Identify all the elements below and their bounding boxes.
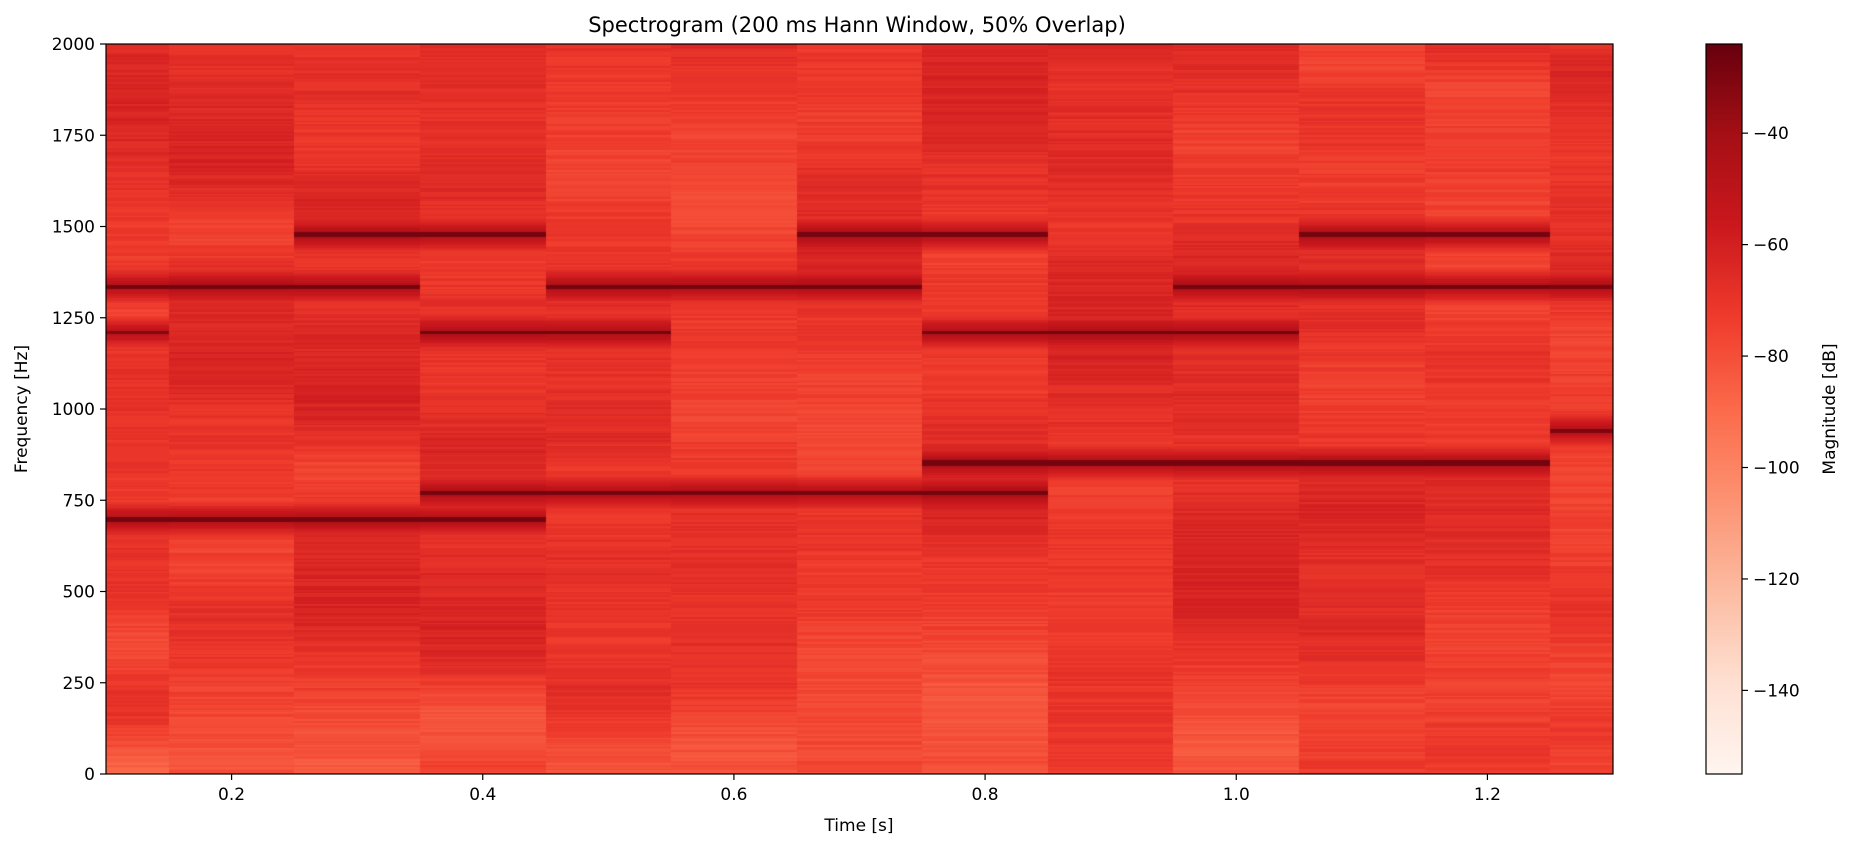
y-tick-label: 250 (63, 674, 95, 694)
colorbar-tick-label: −100 (1753, 459, 1800, 479)
colorbar-ticks: −40 −60 −80 −100 −120 −140 (1742, 124, 1800, 701)
y-tick-label: 1000 (52, 400, 95, 420)
x-tick-label: 0.8 (972, 785, 999, 805)
x-tick-label: 1.2 (1474, 785, 1501, 805)
plot-area (105, 43, 1614, 775)
y-tick-label: 1500 (52, 218, 95, 238)
colorbar-tick-label: −40 (1753, 124, 1789, 144)
y-axis-label: Frequency [Hz] (12, 345, 32, 473)
chart-title: Spectrogram (200 ms Hann Window, 50% Ove… (588, 13, 1126, 37)
y-tick-label: 2000 (52, 35, 95, 55)
x-axis-label: Time [s] (823, 816, 893, 836)
x-tick-label: 0.6 (720, 785, 747, 805)
x-tick-label: 0.4 (469, 785, 496, 805)
y-axis-ticks: 0 250 500 750 1000 1250 1500 1750 2000 (52, 35, 106, 785)
colorbar-tick-label: −80 (1753, 347, 1789, 367)
colorbar-tick-label: −120 (1753, 570, 1800, 590)
colorbar: −40 −60 −80 −100 −120 −140 Magnitude [dB] (1705, 43, 1840, 775)
x-tick-label: 0.2 (218, 785, 245, 805)
colorbar-tick-label: −140 (1753, 681, 1800, 701)
y-tick-label: 1750 (52, 126, 95, 146)
colorbar-tick-label: −60 (1753, 236, 1789, 256)
spectrogram-heatmap (106, 44, 1613, 774)
y-tick-label: 500 (63, 583, 95, 603)
y-tick-label: 1250 (52, 309, 95, 329)
y-tick-label: 750 (63, 491, 95, 511)
colorbar-label: Magnitude [dB] (1820, 343, 1840, 474)
x-axis-ticks: 0.2 0.4 0.6 0.8 1.0 1.2 (218, 774, 1501, 805)
y-tick-label: 0 (84, 765, 95, 785)
colorbar-gradient (1705, 43, 1743, 775)
x-tick-label: 1.0 (1223, 785, 1250, 805)
